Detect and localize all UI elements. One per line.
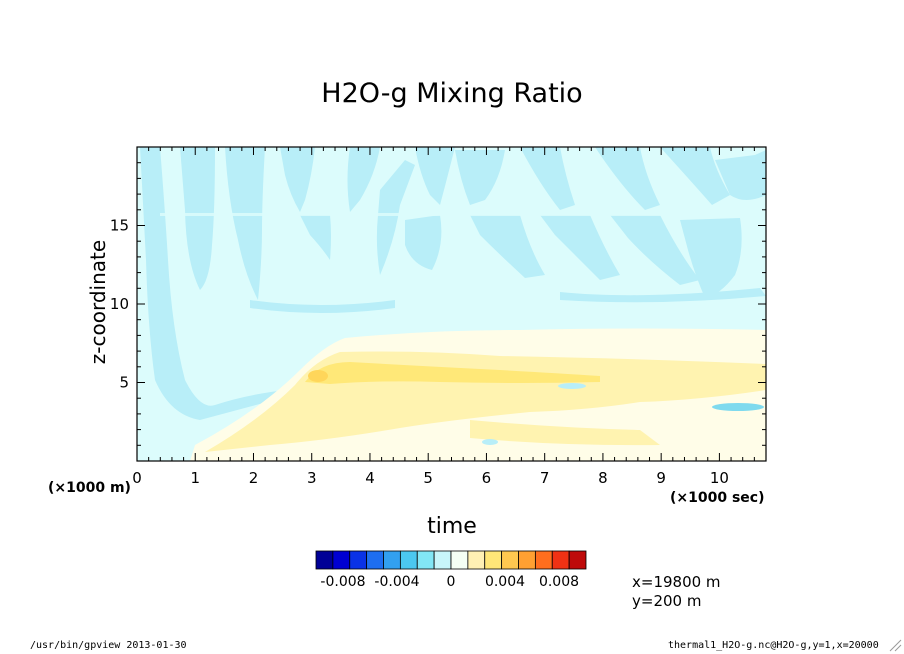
dry-band-19 <box>560 288 766 303</box>
dry-band-16 <box>680 218 742 298</box>
colorbar-swatch <box>568 550 587 570</box>
dry-band-3 <box>280 147 315 212</box>
colorbar-label: 0 <box>447 574 456 590</box>
dry-band-17 <box>715 150 766 200</box>
colorbar-swatch <box>349 550 368 570</box>
colorbar-label: -0.004 <box>374 574 419 590</box>
y-tick-label: 10 <box>110 295 129 313</box>
x-tick-label: 0 <box>132 469 142 487</box>
dry-band-9 <box>455 150 505 205</box>
colorbar-swatch <box>467 550 486 570</box>
dry-band-18 <box>250 300 395 313</box>
colorbar-swatch <box>399 550 418 570</box>
y-tick-label: 15 <box>110 217 129 235</box>
y-unit-label: (×1000 m) <box>48 480 131 496</box>
colorbar-swatch <box>383 550 401 570</box>
dry-band-10 <box>470 215 545 278</box>
moist-peak <box>305 362 600 384</box>
x-axis-label: time <box>427 514 477 539</box>
dry-band-2 <box>225 147 265 300</box>
resize-grip-icon[interactable] <box>888 638 902 652</box>
colorbar-swatch <box>315 550 334 570</box>
colorbar-swatch <box>416 550 435 570</box>
footer-left: /usr/bin/gpview 2013-01-30 <box>30 640 187 651</box>
colorbar-swatch <box>332 550 351 570</box>
x-tick-label: 2 <box>249 469 259 487</box>
colorbar-swatch <box>484 550 503 570</box>
moist-peak-core <box>308 370 328 382</box>
colorbar-label: -0.008 <box>320 574 365 590</box>
x-tick-label: 8 <box>598 469 608 487</box>
x-unit-label: (×1000 sec) <box>670 490 765 506</box>
dry-band-15 <box>660 147 730 205</box>
footer-right: thermal1_H2O-g.nc@H2O-g,y=1,x=20000 <box>668 640 879 651</box>
x-tick-label: 4 <box>365 469 375 487</box>
colorbar: -0.008 -0.004 0 0.004 0.008 <box>315 550 587 590</box>
dry-band-8 <box>415 147 455 205</box>
data-field <box>137 147 766 461</box>
dry-band-14 <box>610 215 700 285</box>
x-tick-label: 5 <box>423 469 433 487</box>
y-tick-label: 5 <box>119 374 129 392</box>
dry-band-6 <box>376 160 415 275</box>
dry-bands <box>140 147 766 420</box>
colorbar-swatch <box>518 550 536 570</box>
colorbar-swatch <box>551 550 570 570</box>
x-tick-label: 10 <box>710 469 729 487</box>
colorbar-label: 0.004 <box>485 574 525 590</box>
colorbar-swatch <box>534 550 553 570</box>
dry-band-11 <box>520 147 575 210</box>
dry-band-13 <box>595 147 660 210</box>
y-axis-label: z-coordinate <box>86 239 110 365</box>
x-tick-label: 7 <box>540 469 550 487</box>
dry-band-12 <box>540 215 620 280</box>
dry-band-5 <box>347 147 380 212</box>
colorbar-swatch <box>366 550 384 570</box>
colorbar-label: 0.008 <box>539 574 579 590</box>
dry-band-7 <box>405 215 442 270</box>
dry-spot-1 <box>712 403 764 411</box>
interface-line <box>160 213 766 216</box>
y-position-text: y=200 m <box>632 592 702 610</box>
x-tick-label: 1 <box>190 469 200 487</box>
x-position-text: x=19800 m <box>632 573 721 591</box>
position-info: x=19800 m y=200 m <box>632 573 721 611</box>
dry-band-4 <box>300 215 331 260</box>
dry-band-1 <box>180 147 215 290</box>
x-tick-label: 6 <box>482 469 492 487</box>
chart-title: H2O-g Mixing Ratio <box>321 78 583 109</box>
dry-band-left <box>140 147 285 420</box>
moist-core-lower <box>470 420 660 446</box>
dry-spot-3 <box>482 439 498 445</box>
x-tick-label: 3 <box>307 469 317 487</box>
colorbar-swatch <box>501 550 519 570</box>
colorbar-swatch <box>450 550 469 570</box>
x-tick-label: 9 <box>656 469 666 487</box>
axes: 0 1 2 3 4 5 6 7 8 9 10 5 10 15 <box>110 146 767 487</box>
dry-spot-2 <box>558 383 586 389</box>
colorbar-swatch <box>433 550 452 570</box>
